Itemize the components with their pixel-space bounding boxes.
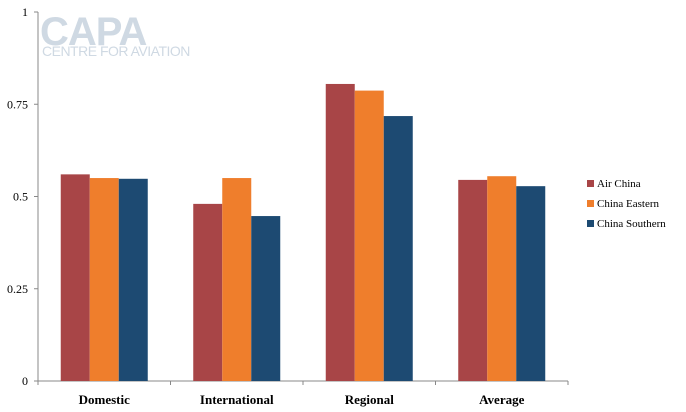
bar bbox=[118, 178, 148, 381]
y-tick-labels: 0 0.25 0.5 0.75 1 bbox=[7, 5, 28, 388]
capa-logo-watermark: CAPA CENTRE FOR AVIATION bbox=[40, 10, 190, 59]
legend-swatch bbox=[587, 200, 594, 207]
bar bbox=[354, 90, 384, 382]
y-tick-label: 0.25 bbox=[7, 282, 28, 296]
category-label: Regional bbox=[345, 392, 395, 407]
bar bbox=[325, 83, 355, 381]
y-tick-label: 1 bbox=[22, 5, 28, 19]
logo-title: CAPA bbox=[40, 10, 146, 54]
bar bbox=[60, 174, 90, 381]
bar bbox=[458, 179, 488, 381]
legend-label: Air China bbox=[597, 178, 641, 190]
legend-label: China Eastern bbox=[597, 198, 660, 210]
legend-swatch bbox=[587, 220, 594, 227]
category-label: Average bbox=[479, 392, 524, 407]
bar bbox=[516, 186, 546, 381]
bar bbox=[383, 116, 413, 382]
y-tick-label: 0.5 bbox=[13, 190, 28, 204]
legend-swatch bbox=[587, 180, 594, 187]
legend: Air China China Eastern China Southern bbox=[587, 178, 666, 230]
bar bbox=[487, 176, 517, 381]
category-label: Domestic bbox=[79, 392, 130, 407]
bars bbox=[60, 83, 546, 382]
category-label: International bbox=[200, 392, 274, 407]
bar bbox=[222, 178, 252, 381]
category-labels: Domestic International Regional Average bbox=[79, 392, 525, 407]
bar bbox=[89, 178, 119, 381]
bar bbox=[193, 203, 223, 381]
y-tick-label: 0.75 bbox=[7, 97, 28, 111]
bar bbox=[251, 216, 281, 381]
legend-label: China Southern bbox=[597, 218, 666, 230]
y-tick-label: 0 bbox=[22, 374, 28, 388]
logo-subtitle: CENTRE FOR AVIATION bbox=[42, 43, 190, 59]
